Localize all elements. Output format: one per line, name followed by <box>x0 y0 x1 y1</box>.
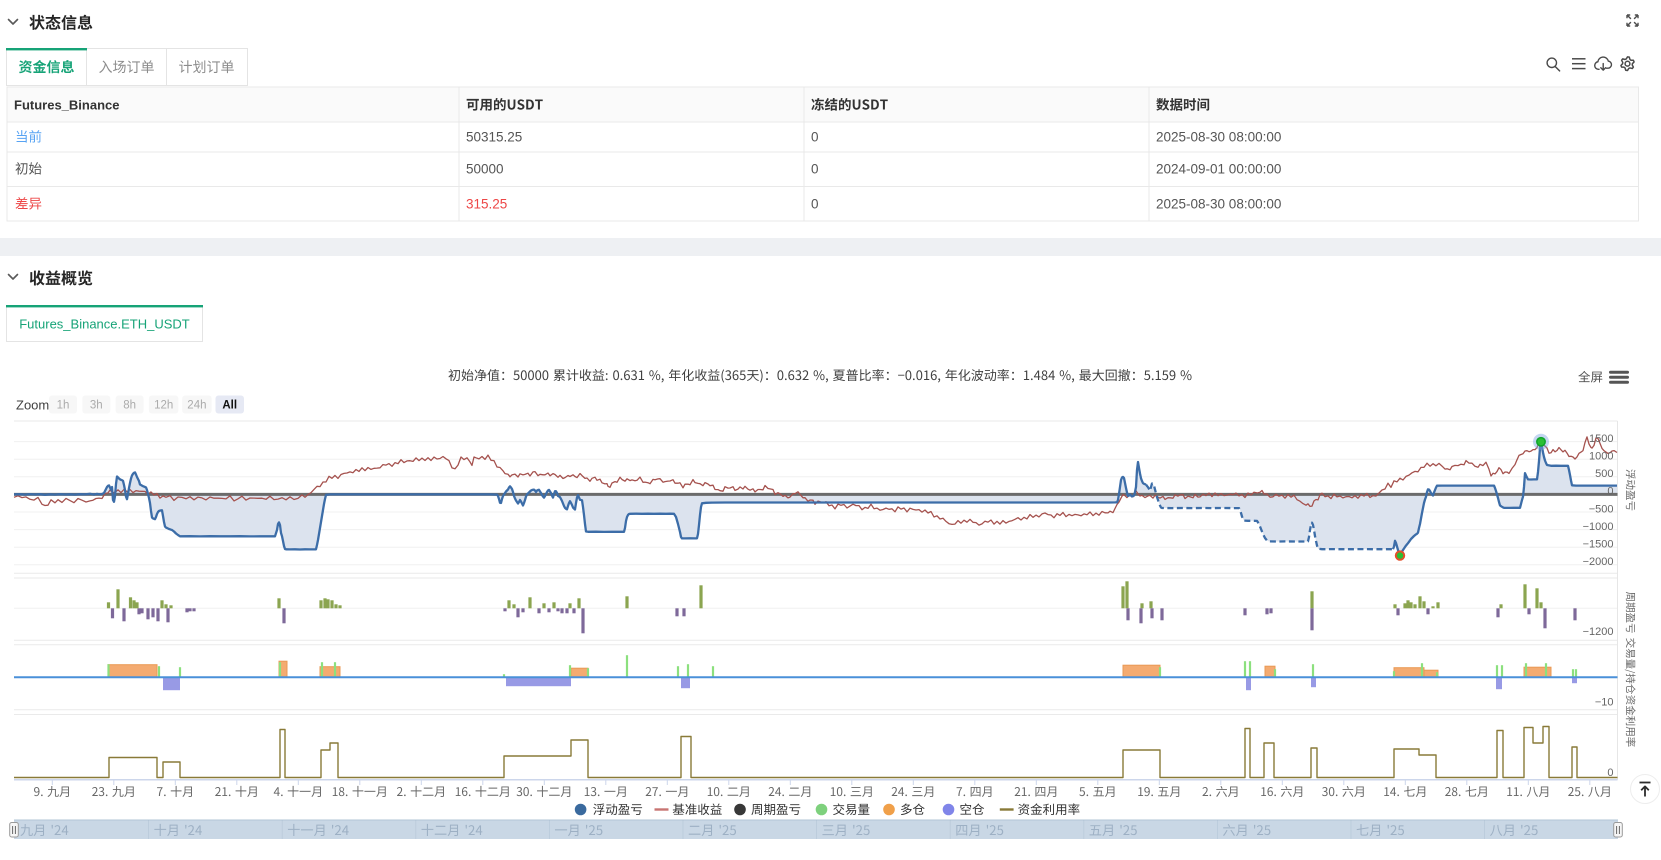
svg-text:0: 0 <box>811 197 819 212</box>
svg-text:3h: 3h <box>90 400 103 412</box>
svg-text:−1500: −1500 <box>1583 539 1614 551</box>
svg-text:12h: 12h <box>154 400 173 412</box>
svg-text:24h: 24h <box>187 400 206 412</box>
svg-text:−1200: −1200 <box>1583 626 1614 638</box>
svg-text:315.25: 315.25 <box>466 197 507 212</box>
svg-text:All: All <box>222 400 237 412</box>
svg-text:Zoom: Zoom <box>16 398 49 413</box>
svg-text:2025-08-30 08:00:00: 2025-08-30 08:00:00 <box>1156 130 1281 145</box>
svg-text:2024-09-01 00:00:00: 2024-09-01 00:00:00 <box>1156 162 1281 177</box>
svg-text:Futures_Binance: Futures_Binance <box>14 98 119 113</box>
svg-text:−2000: −2000 <box>1583 556 1614 568</box>
svg-text:−500: −500 <box>1589 503 1614 515</box>
svg-text:−1000: −1000 <box>1583 521 1614 533</box>
svg-text:8h: 8h <box>123 400 136 412</box>
svg-text:1500: 1500 <box>1589 433 1613 445</box>
svg-text:−10: −10 <box>1595 697 1614 709</box>
svg-text:50315.25: 50315.25 <box>466 130 522 145</box>
svg-text:0: 0 <box>1607 486 1613 498</box>
svg-text:500: 500 <box>1595 468 1613 480</box>
svg-text:Futures_Binance.ETH_USDT: Futures_Binance.ETH_USDT <box>19 317 190 332</box>
svg-text:1h: 1h <box>57 400 70 412</box>
svg-text:50000: 50000 <box>466 162 504 177</box>
svg-text:0: 0 <box>811 130 819 145</box>
svg-text:0: 0 <box>1607 767 1613 779</box>
svg-text:2025-08-30 08:00:00: 2025-08-30 08:00:00 <box>1156 197 1281 212</box>
svg-text:0: 0 <box>811 162 819 177</box>
svg-text:1000: 1000 <box>1589 451 1613 463</box>
